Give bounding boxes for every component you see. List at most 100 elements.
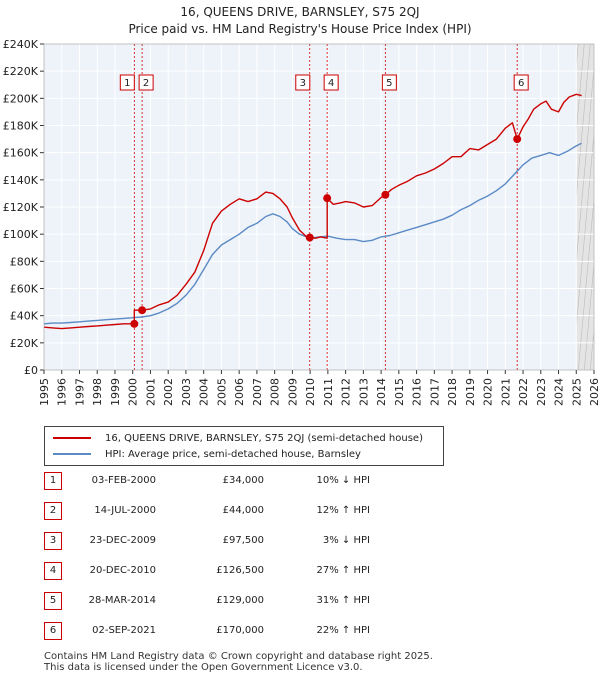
footer-license: This data is licensed under the Open Gov… xyxy=(44,662,363,673)
sale-point xyxy=(381,190,390,199)
sale-hpi-diff: 3% ↓ HPI xyxy=(322,535,370,546)
x-tick-label: 2001 xyxy=(144,378,157,406)
x-tick-label: 2017 xyxy=(428,378,441,406)
x-tick-label: 2013 xyxy=(357,378,370,406)
x-tick-label: 2024 xyxy=(553,378,566,406)
x-tick-label: 2012 xyxy=(340,378,353,406)
y-tick-label: £220K xyxy=(3,65,39,78)
x-tick-label: 2005 xyxy=(215,378,228,406)
sale-point xyxy=(513,135,522,144)
legend-swatch-property xyxy=(53,437,91,439)
legend-label-hpi: HPI: Average price, semi-detached house,… xyxy=(105,448,361,460)
table-row: 2 14-JUL-2000 £44,000 12% ↑ HPI xyxy=(44,502,404,522)
x-tick-label: 2007 xyxy=(251,378,264,406)
y-tick-label: £100K xyxy=(3,228,39,241)
sale-number-badge: 4 xyxy=(44,562,62,580)
sale-point xyxy=(138,306,147,315)
y-tick-label: £240K xyxy=(3,38,39,51)
x-tick-label: 2006 xyxy=(233,378,246,406)
sale-price: £126,500 xyxy=(216,565,264,576)
y-tick-label: £200K xyxy=(3,92,39,105)
sale-point xyxy=(130,319,139,328)
sale-date: 02-SEP-2021 xyxy=(92,625,156,636)
x-tick-label: 2020 xyxy=(482,378,495,406)
x-tick-label: 2026 xyxy=(588,378,600,406)
sale-marker-label: 1 xyxy=(124,78,130,89)
sale-price: £34,000 xyxy=(222,475,264,486)
x-tick-label: 2016 xyxy=(411,378,424,406)
x-tick-label: 2008 xyxy=(269,378,282,406)
sale-marker-box xyxy=(381,74,397,91)
chart-legend: 16, QUEENS DRIVE, BARNSLEY, S75 2QJ (sem… xyxy=(44,426,444,466)
table-row: 3 23-DEC-2009 £97,500 3% ↓ HPI xyxy=(44,532,404,552)
y-tick-label: £80K xyxy=(10,255,39,268)
legend-swatch-hpi xyxy=(53,453,91,455)
sale-number-badge: 6 xyxy=(44,622,62,640)
sale-marker-box xyxy=(138,74,154,91)
sale-price: £97,500 xyxy=(222,535,264,546)
legend-item-property: 16, QUEENS DRIVE, BARNSLEY, S75 2QJ (sem… xyxy=(53,431,423,445)
sale-date: 23-DEC-2009 xyxy=(89,535,156,546)
sale-date: 14-JUL-2000 xyxy=(94,505,156,516)
x-tick-label: 2009 xyxy=(286,378,299,406)
y-tick-label: £140K xyxy=(3,174,39,187)
y-tick-label: £0 xyxy=(24,364,38,377)
sale-marker-label: 5 xyxy=(386,78,392,89)
x-tick-label: 2023 xyxy=(535,378,548,406)
x-tick-label: 2010 xyxy=(304,378,317,406)
table-row: 5 28-MAR-2014 £129,000 31% ↑ HPI xyxy=(44,592,404,612)
sale-marker-label: 3 xyxy=(300,78,306,89)
x-tick-label: 2018 xyxy=(446,378,459,406)
sale-marker-label: 6 xyxy=(518,78,524,89)
sale-hpi-diff: 22% ↑ HPI xyxy=(316,625,370,636)
y-tick-label: £60K xyxy=(10,283,39,296)
legend-item-hpi: HPI: Average price, semi-detached house,… xyxy=(53,447,361,461)
sale-point xyxy=(305,233,314,242)
sale-hpi-diff: 10% ↓ HPI xyxy=(316,475,370,486)
sale-price: £170,000 xyxy=(216,625,264,636)
sale-date: 28-MAR-2014 xyxy=(88,595,156,606)
footer-copyright: Contains HM Land Registry data © Crown c… xyxy=(44,651,433,662)
sale-marker-label: 2 xyxy=(143,78,149,89)
forecast-hatch xyxy=(596,44,600,370)
sale-marker-box xyxy=(513,74,529,91)
y-tick-label: £40K xyxy=(10,310,39,323)
sale-marker-box xyxy=(295,74,311,91)
legend-label-property: 16, QUEENS DRIVE, BARNSLEY, S75 2QJ (sem… xyxy=(105,432,423,444)
y-tick-label: £20K xyxy=(10,337,39,350)
table-row: 4 20-DEC-2010 £126,500 27% ↑ HPI xyxy=(44,562,404,582)
y-tick-label: £180K xyxy=(3,120,39,133)
chart-title: 16, QUEENS DRIVE, BARNSLEY, S75 2QJ Pric… xyxy=(0,4,600,38)
x-tick-label: 1997 xyxy=(73,378,86,406)
sale-price: £44,000 xyxy=(222,505,264,516)
sale-price: £129,000 xyxy=(216,595,264,606)
sale-date: 20-DEC-2010 xyxy=(89,565,156,576)
x-tick-label: 2011 xyxy=(322,378,335,406)
plot-frame xyxy=(43,43,595,371)
title-line-1: 16, QUEENS DRIVE, BARNSLEY, S75 2QJ xyxy=(180,5,420,19)
sale-hpi-diff: 12% ↑ HPI xyxy=(316,505,370,516)
price-chart: 1 2 3 4 5 6 £0 £20K £40K £60K £80K £100K £120K £140K £… xyxy=(3,38,600,406)
sale-marker-box xyxy=(119,74,135,91)
sale-number-badge: 2 xyxy=(44,502,62,520)
x-tick-label: 2019 xyxy=(464,378,477,406)
x-tick-label: 2015 xyxy=(393,378,406,406)
x-tick-label: 2000 xyxy=(127,378,140,406)
x-tick-label: 2003 xyxy=(180,378,193,406)
sale-number-badge: 3 xyxy=(44,532,62,550)
x-tick-label: 1999 xyxy=(109,378,122,406)
sale-marker-label: 4 xyxy=(328,78,334,89)
x-tick-label: 1998 xyxy=(91,378,104,406)
sale-point xyxy=(323,194,332,203)
y-tick-label: £120K xyxy=(3,201,39,214)
x-tick-label: 1996 xyxy=(56,378,69,406)
sale-marker-box xyxy=(323,74,339,91)
footer-notice: Contains HM Land Registry data © Crown c… xyxy=(44,651,433,673)
sale-number-badge: 5 xyxy=(44,592,62,610)
x-tick-label: 2002 xyxy=(162,378,175,406)
x-tick-label: 1995 xyxy=(38,378,51,406)
x-tick-label: 2025 xyxy=(570,378,583,406)
x-tick-label: 2021 xyxy=(499,378,512,406)
title-line-2: Price paid vs. HM Land Registry's House … xyxy=(128,22,472,36)
x-tick-label: 2014 xyxy=(375,378,388,406)
